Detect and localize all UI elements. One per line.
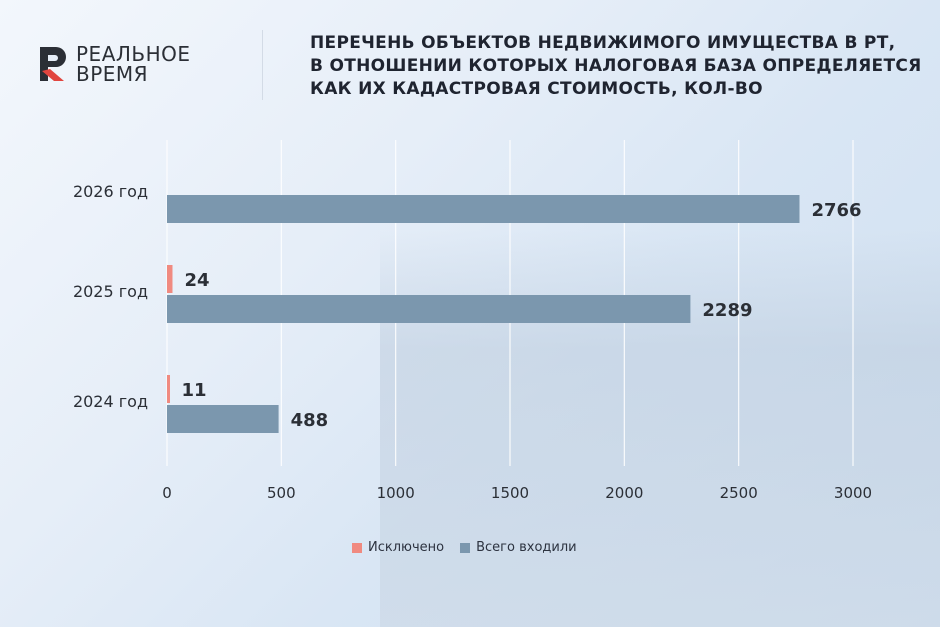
brand-logo: РЕАЛЬНОЕ ВРЕМЯ	[38, 44, 191, 84]
x-tick-label: 500	[267, 484, 296, 502]
chart-title: ПЕРЕЧЕНЬ ОБЪЕКТОВ НЕДВИЖИМОГО ИМУЩЕСТВА …	[310, 32, 922, 101]
brand-logo-icon	[40, 47, 66, 81]
data-label-excluded: 11	[182, 380, 207, 401]
chart-title-line-1: ПЕРЕЧЕНЬ ОБЪЕКТОВ НЕДВИЖИМОГО ИМУЩЕСТВА …	[310, 33, 896, 53]
data-label-total: 2289	[702, 300, 752, 321]
data-label-total: 488	[291, 410, 329, 431]
data-label-total: 2766	[811, 200, 861, 221]
chart-title-line-2: В ОТНОШЕНИИ КОТОРЫХ НАЛОГОВАЯ БАЗА ОПРЕД…	[310, 56, 922, 76]
bar-total	[167, 195, 800, 223]
brand-line-1: РЕАЛЬНОЕ	[76, 42, 191, 66]
bar-total	[167, 295, 691, 323]
brand-line-2: ВРЕМЯ	[76, 62, 149, 86]
category-label: 2024 год	[73, 392, 148, 411]
legend-label-total: Всего входили	[476, 540, 577, 555]
bar-total	[167, 405, 279, 433]
legend-item-excluded: Исключено	[352, 540, 444, 555]
legend-swatch-excluded	[352, 542, 362, 553]
legend-label-excluded: Исключено	[368, 540, 445, 555]
legend-swatch-total	[460, 542, 471, 553]
category-label: 2026 год	[73, 182, 148, 201]
bar-excluded	[167, 265, 173, 293]
chart-title-line-3: КАК ИХ КАДАСТРОВАЯ СТОИМОСТЬ, КОЛ-ВО	[310, 79, 763, 99]
legend-item-total: Всего входили	[460, 540, 577, 555]
chart-legend: Исключено Всего входили	[352, 540, 577, 555]
brand-name: РЕАЛЬНОЕ ВРЕМЯ	[76, 44, 191, 84]
data-label-excluded: 24	[184, 270, 209, 291]
category-label: 2025 год	[73, 282, 148, 301]
x-tick-label: 3000	[834, 484, 872, 502]
x-tick-label: 1500	[491, 484, 529, 502]
x-tick-label: 2000	[605, 484, 643, 502]
x-tick-label: 1000	[377, 484, 415, 502]
bar-excluded	[167, 375, 170, 403]
x-tick-label: 0	[162, 484, 172, 502]
x-tick-label: 2500	[720, 484, 758, 502]
header-divider	[262, 30, 263, 100]
